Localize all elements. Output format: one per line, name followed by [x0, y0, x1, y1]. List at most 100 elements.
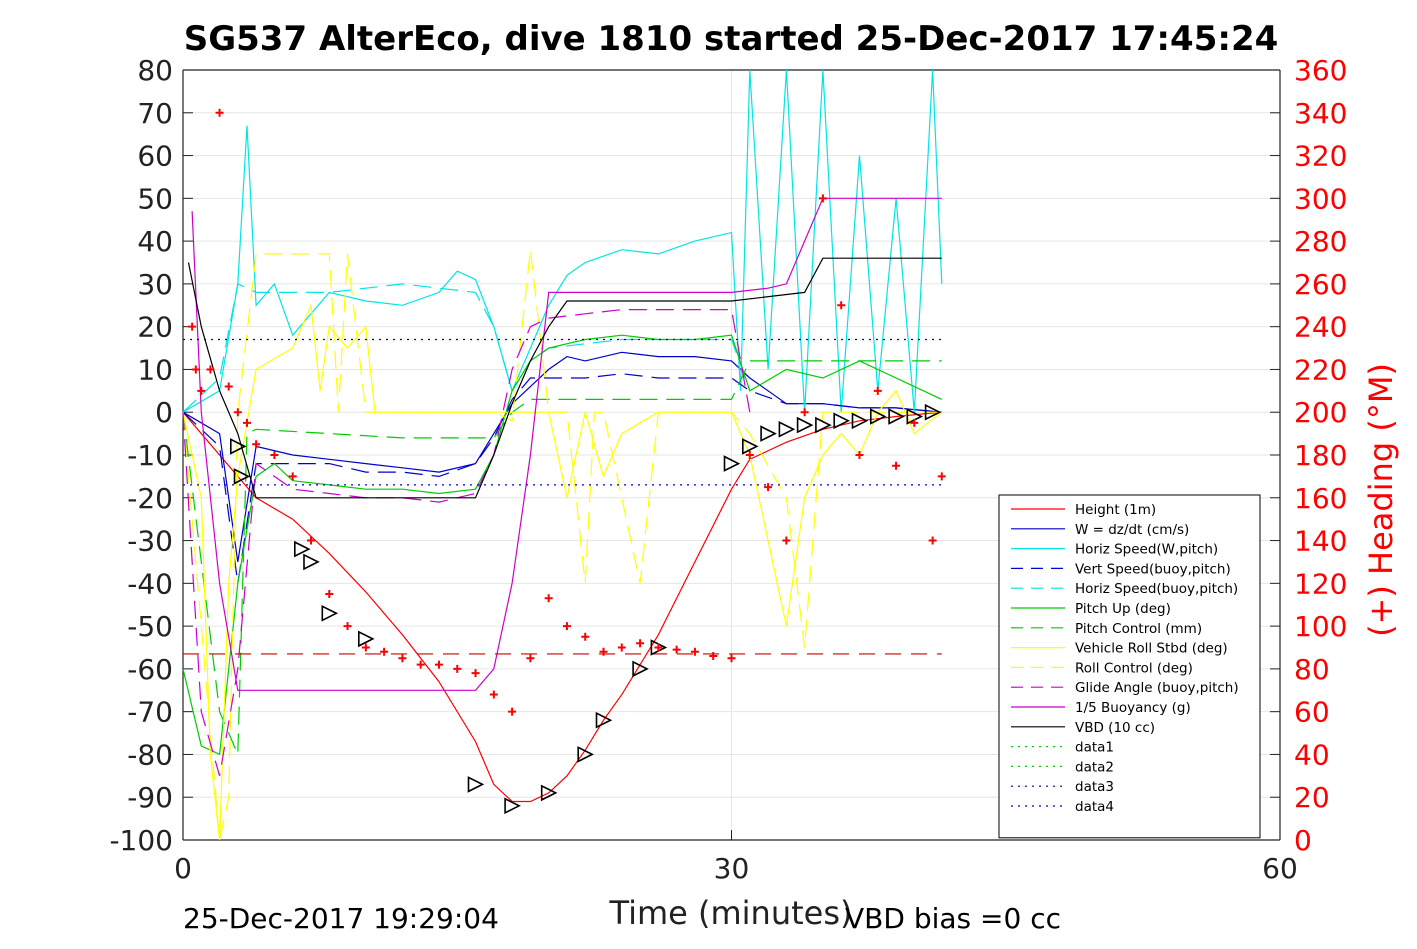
triangle-marker: [723, 455, 741, 472]
y-tick-label: 30: [137, 268, 173, 301]
y-tick-label: 0: [155, 396, 173, 429]
heading-point: [361, 643, 370, 652]
y-right-tick-label: 100: [1294, 610, 1347, 643]
y-right-tick-label: 180: [1294, 439, 1347, 472]
series-line: [182, 334, 943, 756]
y-tick-label: -100: [109, 824, 173, 857]
y-tick-label: -30: [127, 525, 173, 558]
y-tick-label: 20: [137, 311, 173, 344]
legend-label: data4: [1075, 799, 1114, 815]
triangle-marker: [540, 784, 558, 802]
x-tick-label: 30: [714, 852, 750, 885]
heading-point: [242, 418, 251, 427]
triangle-marker: [357, 630, 375, 648]
y-right-tick-label: 240: [1294, 311, 1347, 344]
triangle-marker: [504, 797, 521, 815]
heading-point: [215, 108, 224, 117]
triangle-marker: [321, 605, 339, 622]
heading-point: [526, 654, 535, 663]
y-right-tick-label: 80: [1294, 653, 1330, 686]
heading-point: [206, 365, 215, 374]
y-tick-label: 70: [137, 97, 173, 130]
triangle-marker: [595, 711, 613, 729]
heading-point: [233, 408, 242, 417]
legend-label: data2: [1075, 759, 1114, 775]
heading-point: [855, 451, 864, 459]
triangle-marker: [778, 421, 796, 438]
y-right-tick-label: 160: [1294, 482, 1347, 515]
y-right-tick-label: 200: [1294, 396, 1347, 429]
legend-label: Vert Speed(buoy,pitch): [1075, 561, 1231, 577]
y-right-tick-label: 140: [1294, 525, 1347, 558]
x-axis-label: Time (minutes): [609, 894, 853, 932]
heading-point: [764, 483, 773, 492]
heading-point: [252, 440, 261, 449]
triangle-marker: [632, 660, 649, 678]
triangle-marker: [924, 403, 942, 421]
ticks-layer: 80706050403020100-10-20-30-40-50-60-70-8…: [109, 54, 1347, 885]
heading-point: [599, 647, 608, 656]
legend-box: [998, 494, 1261, 839]
heading-point: [197, 386, 206, 395]
heading-point: [471, 669, 480, 678]
heading-point: [745, 451, 754, 459]
triangle-marker: [293, 540, 311, 558]
heading-point: [910, 418, 919, 427]
heading-point: [581, 632, 590, 641]
heading-point: [453, 664, 462, 673]
legend-label: data1: [1075, 740, 1114, 756]
heading-point: [892, 461, 901, 470]
legend-label: Horiz Speed(buoy,pitch): [1075, 581, 1238, 597]
y-tick-label: -60: [127, 653, 173, 686]
y-right-tick-label: 300: [1294, 182, 1347, 215]
y-tick-label: -40: [127, 567, 173, 600]
y-tick-label: -20: [127, 482, 173, 515]
y-right-tick-label: 20: [1294, 781, 1330, 814]
y-right-tick-label: 260: [1294, 268, 1347, 301]
heading-point: [288, 472, 297, 481]
legend-label: data3: [1075, 779, 1114, 795]
heading-point: [672, 645, 681, 654]
legend: Height (1m) W = dz/dt (cm/s) Horiz Speed(W…: [998, 494, 1261, 839]
heading-point: [636, 639, 645, 648]
x-tick-label: 60: [1262, 852, 1298, 885]
heading-point: [818, 194, 827, 203]
heading-point: [782, 536, 791, 545]
y-right-tick-label: 120: [1294, 567, 1347, 600]
legend-label: Horiz Speed(W,pitch): [1075, 542, 1218, 558]
heading-point: [398, 654, 407, 663]
legend-label: Pitch Control (mm): [1075, 621, 1202, 637]
heading-point: [709, 652, 718, 661]
chart-title: SG537 AlterEco, dive 1810 started 25-Dec…: [184, 19, 1279, 59]
footer-vbd-bias: VBD bias =0 cc: [845, 902, 1061, 935]
heading-point: [489, 690, 498, 699]
series-line: [182, 411, 942, 803]
triangle-marker: [233, 468, 251, 485]
heading-point: [191, 365, 200, 374]
y-tick-label: -90: [127, 781, 173, 814]
x-tick-label: 0: [174, 852, 192, 885]
heading-point: [873, 386, 882, 395]
triangle-marker: [577, 746, 594, 763]
y-right-tick-label: 340: [1294, 97, 1347, 130]
triangle-marker: [467, 776, 485, 793]
heading-point: [727, 654, 736, 663]
heading-point: [434, 660, 443, 669]
triangle-marker: [888, 408, 905, 425]
y-right-tick-label: 40: [1294, 738, 1330, 771]
legend-label: W = dz/dt (cm/s): [1075, 522, 1189, 538]
y-tick-label: 60: [137, 140, 173, 173]
y-tick-label: 80: [137, 54, 173, 87]
y-right-tick-label: 280: [1294, 225, 1347, 258]
heading-layer: [188, 108, 946, 716]
heading-point: [508, 707, 517, 716]
y-right-tick-label: 360: [1294, 54, 1347, 87]
footer-timestamp: 25-Dec-2017 19:29:04: [183, 902, 499, 935]
y-right-tick-label: 220: [1294, 353, 1347, 386]
heading-point: [270, 451, 279, 459]
heading-point: [306, 536, 315, 545]
heading-point: [937, 472, 946, 481]
triangle-marker: [796, 416, 814, 434]
